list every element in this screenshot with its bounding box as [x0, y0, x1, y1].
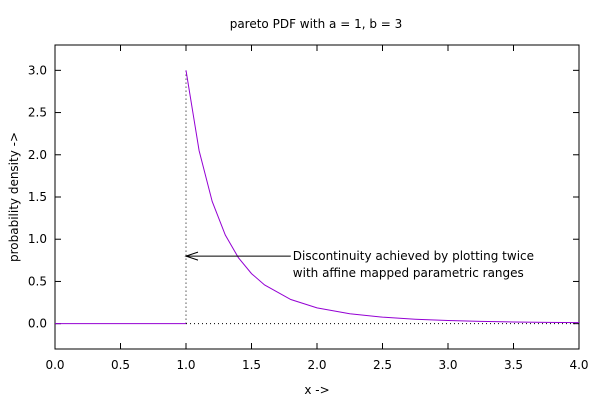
x-tick-label: 2.0: [307, 358, 326, 372]
x-tick-label: 1.5: [242, 358, 261, 372]
x-tick-label: 0.5: [111, 358, 130, 372]
x-axis-label: x ->: [304, 383, 329, 397]
chart-title: pareto PDF with a = 1, b = 3: [230, 17, 403, 31]
y-tick-label: 3.0: [28, 63, 47, 77]
annotation-text-line-2: with affine mapped parametric ranges: [293, 266, 524, 280]
x-tick-label: 1.0: [176, 358, 195, 372]
x-axis: 0.0 0.5 1.0 1.5 2.0 2.5 3.0 3.5 4.0: [45, 45, 589, 372]
y-tick-label: 2.5: [28, 106, 47, 120]
x-tick-label: 4.0: [569, 358, 588, 372]
y-axis: 0.0 0.5 1.0 1.5 2.0 2.5 3.0: [28, 63, 579, 331]
x-tick-label: 0.0: [45, 358, 64, 372]
y-tick-label: 0.0: [28, 317, 47, 331]
x-tick-label: 3.0: [438, 358, 457, 372]
y-tick-label: 2.0: [28, 148, 47, 162]
y-tick-label: 1.5: [28, 190, 47, 204]
series-layer: [55, 70, 580, 325]
guides: [185, 70, 579, 325]
annotation-text-line-1: Discontinuity achieved by plotting twice: [293, 249, 534, 263]
y-axis-label: probability density ->: [7, 132, 21, 262]
annotation-arrow-head: [184, 251, 199, 261]
plot-frame: [54, 44, 580, 350]
series-line-2: [185, 70, 580, 324]
y-tick-label: 0.5: [28, 274, 47, 288]
y-tick-label: 1.0: [28, 232, 47, 246]
x-tick-label: 3.5: [504, 358, 523, 372]
annotation: Discontinuity achieved by plotting twice…: [184, 249, 534, 280]
x-tick-label: 2.5: [373, 358, 392, 372]
